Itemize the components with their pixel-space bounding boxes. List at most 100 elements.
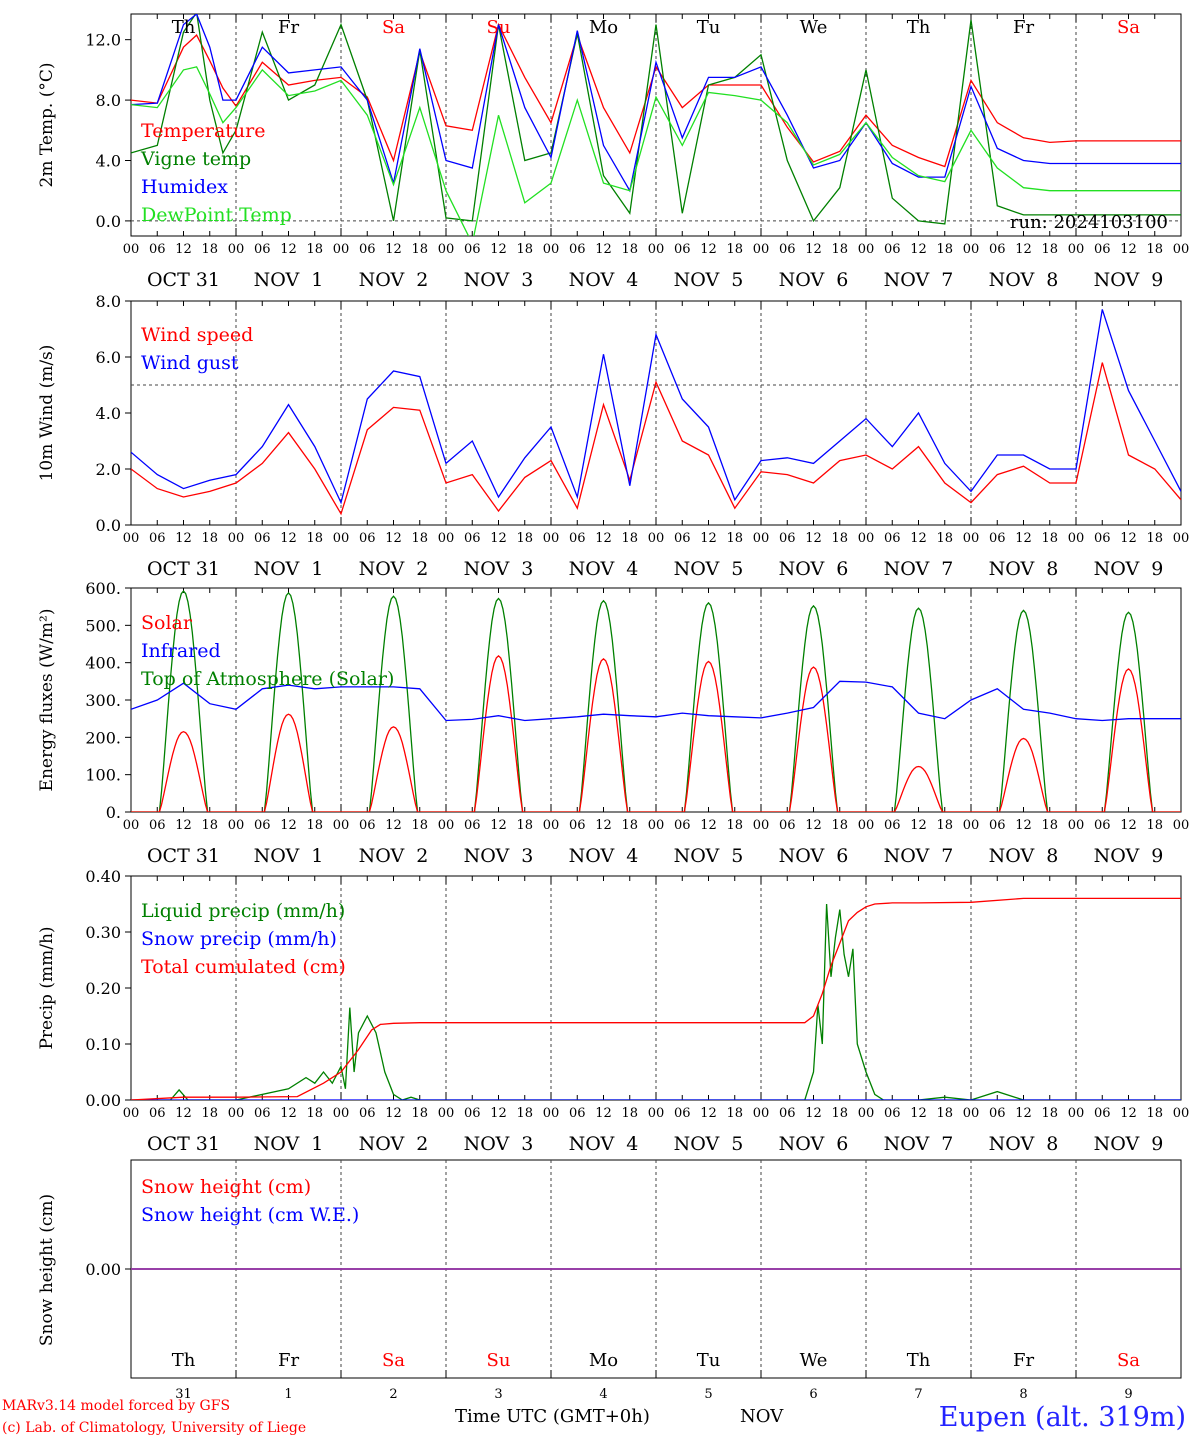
date-label: NOV 4 — [569, 269, 639, 291]
hour-tick-label: 18 — [831, 531, 848, 546]
day-number-label: 6 — [809, 1387, 817, 1402]
hour-tick-label: 18 — [411, 1106, 428, 1121]
day-number-label: 9 — [1124, 1387, 1132, 1402]
y-axis-label: Precip (mm/h) — [37, 926, 57, 1049]
hour-tick-label: 18 — [516, 818, 533, 833]
date-label: NOV 2 — [359, 1133, 429, 1155]
hour-tick-label: 06 — [1094, 531, 1111, 546]
hour-tick-label: 00 — [963, 531, 980, 546]
date-label: NOV 6 — [779, 269, 849, 291]
hour-tick-label: 12 — [805, 1106, 822, 1121]
hour-tick-label: 00 — [1173, 242, 1190, 257]
hour-tick-label: 06 — [884, 242, 901, 257]
hour-tick-label: 12 — [490, 242, 507, 257]
hour-tick-label: 12 — [280, 242, 297, 257]
series-line-wind-gust — [131, 309, 1181, 505]
date-label: NOV 8 — [989, 845, 1059, 867]
station-name: Eupen (alt. 319m) — [938, 1402, 1186, 1433]
hour-tick-label: 12 — [1120, 242, 1137, 257]
weekday-label: Sa — [1117, 17, 1140, 38]
hour-tick-label: 18 — [516, 531, 533, 546]
date-label: NOV 7 — [884, 845, 954, 867]
time-axis-label: Time UTC (GMT+0h) — [455, 1406, 650, 1427]
day-number-label: 8 — [1019, 1387, 1027, 1402]
y-tick-label: 0.10 — [85, 1035, 121, 1054]
date-label: NOV 8 — [989, 269, 1059, 291]
date-label: NOV 4 — [569, 1133, 639, 1155]
hour-tick-label: 12 — [700, 818, 717, 833]
hour-tick-label: 12 — [280, 1106, 297, 1121]
legend-entry: DewPoint Temp — [141, 204, 292, 226]
legend-entry: Infrared — [141, 640, 221, 662]
hour-tick-label: 18 — [1041, 1106, 1058, 1121]
hour-tick-label: 18 — [621, 531, 638, 546]
date-label: NOV 8 — [989, 558, 1059, 580]
hour-tick-label: 12 — [490, 531, 507, 546]
hour-tick-label: 00 — [858, 242, 875, 257]
hour-tick-label: 12 — [910, 242, 927, 257]
panel-2: 0.0 2.0 4.0 6.0 8.0 10m Wind (m/s) Wind speed W… — [37, 292, 1189, 580]
series-line-dewpoint-temp — [131, 66, 1181, 236]
hour-tick-label: 00 — [963, 242, 980, 257]
series-line-top-of-atmosphere-solar- — [131, 589, 1181, 812]
hour-tick-label: 06 — [149, 531, 166, 546]
date-label: NOV 1 — [254, 1133, 324, 1155]
hour-tick-label: 06 — [254, 242, 271, 257]
weekday-label: We — [800, 1350, 828, 1371]
hour-tick-label: 12 — [700, 242, 717, 257]
hour-tick-label: 12 — [700, 531, 717, 546]
hour-tick-label: 12 — [805, 531, 822, 546]
legend-entry: Wind gust — [141, 352, 239, 374]
date-label: NOV 8 — [989, 1133, 1059, 1155]
weekday-label: We — [800, 17, 828, 38]
day-number-label: 5 — [704, 1387, 712, 1402]
date-label: NOV 3 — [464, 845, 534, 867]
hour-tick-label: 06 — [1094, 1106, 1111, 1121]
date-label: NOV 1 — [254, 558, 324, 580]
hour-tick-label: 18 — [726, 531, 743, 546]
hour-tick-label: 00 — [648, 818, 665, 833]
weekday-label: Sa — [1117, 1350, 1140, 1371]
hour-tick-label: 18 — [201, 818, 218, 833]
hour-tick-label: 00 — [1068, 242, 1085, 257]
hour-tick-label: 06 — [884, 531, 901, 546]
day-number-label: 7 — [914, 1387, 922, 1402]
weekday-label: Mo — [589, 1350, 618, 1371]
hour-tick-label: 06 — [149, 1106, 166, 1121]
hour-tick-label: 12 — [700, 1106, 717, 1121]
hour-tick-label: 12 — [910, 818, 927, 833]
hour-tick-label: 00 — [963, 1106, 980, 1121]
hour-tick-label: 18 — [201, 531, 218, 546]
hour-tick-label: 12 — [1120, 818, 1137, 833]
date-label: NOV 2 — [359, 845, 429, 867]
hour-tick-label: 12 — [1015, 242, 1032, 257]
y-axis-label: Energy fluxes (W/m²) — [37, 609, 57, 792]
hour-tick-label: 12 — [910, 1106, 927, 1121]
day-number-label: 2 — [389, 1387, 397, 1402]
hour-tick-label: 00 — [333, 1106, 350, 1121]
weekday-label: Th — [172, 1350, 196, 1371]
panel-4: 0.00 0.10 0.20 0.30 0.40 Precip (mm/h) Liquid … — [37, 867, 1189, 1155]
hour-tick-label: 00 — [963, 818, 980, 833]
legend-entry: Top of Atmosphere (Solar) — [141, 668, 394, 690]
hour-tick-label: 12 — [1120, 531, 1137, 546]
hour-tick-label: 12 — [595, 1106, 612, 1121]
date-label: NOV 1 — [254, 269, 324, 291]
hour-tick-label: 06 — [779, 1106, 796, 1121]
series-line-wind-speed — [131, 362, 1181, 516]
hour-tick-label: 18 — [306, 531, 323, 546]
hour-tick-label: 18 — [411, 818, 428, 833]
date-label: NOV 9 — [1094, 845, 1164, 867]
hour-tick-label: 00 — [228, 1106, 245, 1121]
hour-tick-label: 06 — [464, 242, 481, 257]
weekday-label: Fr — [278, 1350, 299, 1371]
hour-tick-label: 06 — [884, 818, 901, 833]
y-tick-label: 0.20 — [85, 979, 121, 998]
y-tick-label: 400. — [85, 654, 121, 673]
run-label: run: 2024103100 — [1010, 212, 1168, 233]
legend-entry: Wind speed — [141, 324, 253, 346]
hour-tick-label: 12 — [385, 818, 402, 833]
hour-tick-label: 06 — [464, 1106, 481, 1121]
hour-tick-label: 00 — [1173, 818, 1190, 833]
legend-entry: Liquid precip (mm/h) — [141, 900, 345, 922]
